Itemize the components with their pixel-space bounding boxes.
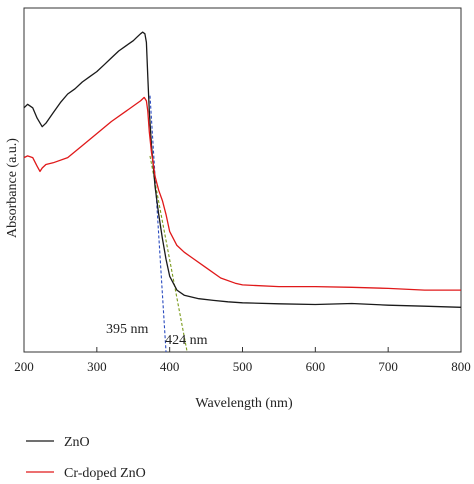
legend-label-zno: ZnO <box>64 435 90 450</box>
plot-frame <box>23 7 462 353</box>
x-axis-title: Wavelength (nm) <box>195 396 293 411</box>
x-tick-label-400: 400 <box>160 359 180 374</box>
annotation-424-nm: 424 nm <box>165 333 208 348</box>
plot-area: 200 300 400 500 600 700 800 395 nm 424 nm <box>14 7 471 374</box>
annotation-395-nm: 395 nm <box>106 322 148 337</box>
tangent-line-2 <box>149 155 188 353</box>
x-tick-label-300: 300 <box>87 359 107 374</box>
x-tick-label-600: 600 <box>306 359 326 374</box>
series-line-zno <box>23 31 462 308</box>
x-tick-label-200: 200 <box>14 359 34 374</box>
legend: ZnO Cr-doped ZnO <box>26 435 146 481</box>
tangent-line-1 <box>149 95 167 353</box>
x-tick-label-800: 800 <box>451 359 471 374</box>
x-tick-label-700: 700 <box>378 359 398 374</box>
legend-label-cr-doped-zno: Cr-doped ZnO <box>64 466 146 481</box>
y-axis-title: Absorbance (a.u.) <box>5 138 20 238</box>
series-line-cr-doped-zno <box>23 96 461 291</box>
x-tick-label-500: 500 <box>233 359 253 374</box>
